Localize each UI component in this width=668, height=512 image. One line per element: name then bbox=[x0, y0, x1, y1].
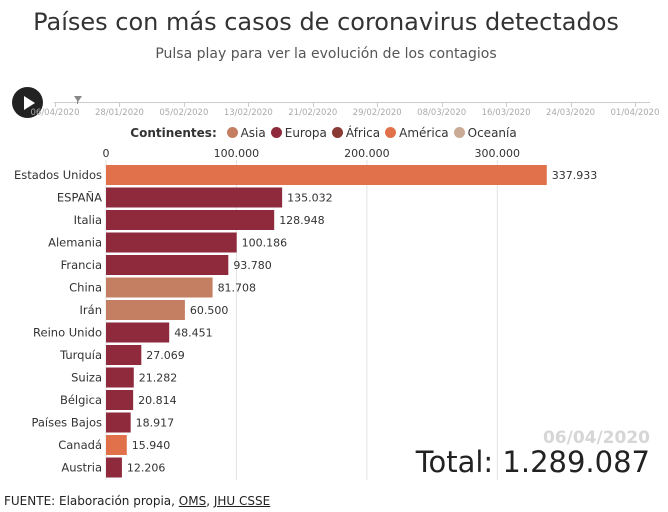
bar bbox=[106, 457, 122, 478]
timeline-tick bbox=[377, 103, 379, 107]
legend-label: América bbox=[399, 126, 449, 140]
timeline-tick bbox=[441, 103, 443, 107]
legend-item-américa[interactable]: América bbox=[385, 126, 449, 140]
timeline-date-label: 13/02/2020 bbox=[223, 108, 273, 118]
bar bbox=[106, 322, 170, 343]
source-separator: , bbox=[206, 494, 214, 508]
timeline-tick bbox=[183, 103, 185, 107]
play-button[interactable] bbox=[12, 87, 43, 118]
value-label: 20.814 bbox=[138, 394, 177, 407]
value-label: 18.917 bbox=[136, 417, 175, 430]
legend-item-europa[interactable]: Europa bbox=[270, 126, 327, 140]
category-label: Italia bbox=[74, 213, 102, 227]
value-label: 48.451 bbox=[174, 327, 213, 340]
timeline-date-label: 24/03/2020 bbox=[546, 108, 596, 118]
category-label: Francia bbox=[61, 258, 102, 272]
legend-swatch bbox=[331, 127, 343, 138]
legend-swatch bbox=[385, 127, 397, 138]
x-tick-label: 100.000 bbox=[214, 147, 260, 160]
bar bbox=[106, 367, 134, 388]
bar bbox=[106, 345, 142, 365]
value-label: 21.282 bbox=[139, 372, 178, 385]
category-label: ESPAÑA bbox=[57, 190, 102, 205]
source-link-jhu[interactable]: JHU CSSE bbox=[213, 494, 271, 508]
bar bbox=[106, 165, 547, 185]
category-label: Bélgica bbox=[60, 393, 102, 407]
timeline-tick bbox=[570, 103, 572, 107]
category-label: Turquía bbox=[59, 348, 102, 362]
category-label: Austria bbox=[61, 461, 102, 475]
bar bbox=[106, 435, 127, 455]
play-icon bbox=[24, 96, 35, 110]
legend-item-asia[interactable]: Asia bbox=[226, 126, 266, 140]
bar bbox=[106, 277, 213, 298]
bar bbox=[106, 412, 131, 433]
timeline-tick bbox=[248, 103, 250, 107]
timeline-date-label: 01/04/2020 bbox=[610, 108, 660, 118]
timeline-date-label: 16/03/2020 bbox=[481, 108, 531, 118]
bar bbox=[106, 390, 134, 410]
timeline-date-label: 06/04/2020 bbox=[30, 108, 80, 118]
value-label: 128.948 bbox=[279, 214, 325, 227]
bar bbox=[106, 187, 283, 208]
continent-legend: Continentes: Asia Europa África América Ocea… bbox=[0, 126, 652, 140]
timeline-tick bbox=[635, 103, 636, 107]
value-label: 12.206 bbox=[127, 462, 166, 475]
category-label: Reino Unido bbox=[33, 326, 102, 340]
timeline-slider[interactable]: 06/04/2020 28/01/2020 05/02/2020 13/02/2020… bbox=[31, 92, 660, 122]
x-tick-label: 200.000 bbox=[344, 147, 390, 160]
value-label: 15.940 bbox=[132, 439, 171, 452]
value-label: 81.708 bbox=[218, 282, 257, 295]
value-label: 93.780 bbox=[233, 259, 271, 272]
bar-chart: 0 100.000 200.000 300.000 Estados Unidos 337.… bbox=[14, 147, 598, 480]
legend-item-áfrica[interactable]: África bbox=[331, 126, 381, 140]
legend-label: Asia bbox=[240, 126, 266, 140]
value-label: 27.069 bbox=[146, 349, 185, 362]
x-tick-label: 0 bbox=[103, 147, 110, 160]
value-label: 337.933 bbox=[552, 169, 598, 182]
legend-swatch bbox=[270, 127, 282, 138]
timeline-date-label: 29/02/2020 bbox=[352, 108, 402, 118]
bar bbox=[106, 255, 229, 275]
legend-item-oceanía[interactable]: Oceanía bbox=[453, 126, 517, 140]
legend-title: Continentes: bbox=[130, 126, 217, 140]
legend-label: Europa bbox=[284, 126, 327, 140]
category-label: Estados Unidos bbox=[14, 168, 102, 182]
category-label: Alemania bbox=[48, 236, 102, 250]
category-label: Irán bbox=[80, 303, 102, 317]
timeline-tick bbox=[119, 103, 121, 107]
timeline-tick bbox=[55, 103, 56, 107]
value-label: 135.032 bbox=[287, 192, 333, 205]
value-label: 60.500 bbox=[190, 304, 229, 317]
timeline-handle[interactable] bbox=[74, 96, 82, 102]
category-label: China bbox=[69, 281, 102, 295]
x-tick-label: 300.000 bbox=[475, 147, 521, 160]
chart-subtitle: Pulsa play para ver la evolución de los … bbox=[155, 46, 497, 62]
category-label: Países Bajos bbox=[31, 416, 102, 430]
timeline-date-label: 21/02/2020 bbox=[288, 108, 338, 118]
timeline-tick bbox=[506, 103, 508, 107]
source-link-oms[interactable]: OMS bbox=[178, 494, 207, 508]
legend-label: Oceanía bbox=[467, 126, 517, 140]
category-label: Suiza bbox=[71, 371, 102, 385]
legend-label: África bbox=[345, 126, 381, 140]
timeline-tick bbox=[312, 103, 314, 107]
timeline-date-label: 05/02/2020 bbox=[159, 108, 209, 118]
bar bbox=[106, 210, 275, 230]
source-prefix: FUENTE: Elaboración propia, bbox=[4, 494, 179, 508]
bar bbox=[106, 232, 237, 253]
timeline-date-label: 08/03/2020 bbox=[417, 108, 467, 118]
chart-title: Países con más casos de coronavirus dete… bbox=[33, 8, 619, 36]
bar bbox=[106, 300, 185, 320]
current-date: 06/04/2020 bbox=[542, 428, 650, 448]
category-label: Canadá bbox=[58, 438, 102, 452]
timeline-date-label: 28/01/2020 bbox=[94, 108, 144, 118]
legend-swatch bbox=[226, 127, 238, 138]
legend-swatch bbox=[453, 127, 465, 138]
timeline-track bbox=[54, 102, 650, 103]
total-cases: Total: 1.289.087 bbox=[415, 445, 650, 479]
value-label: 100.186 bbox=[242, 237, 288, 250]
source-note: FUENTE: Elaboración propia, OMS, JHU CSS… bbox=[4, 494, 270, 508]
